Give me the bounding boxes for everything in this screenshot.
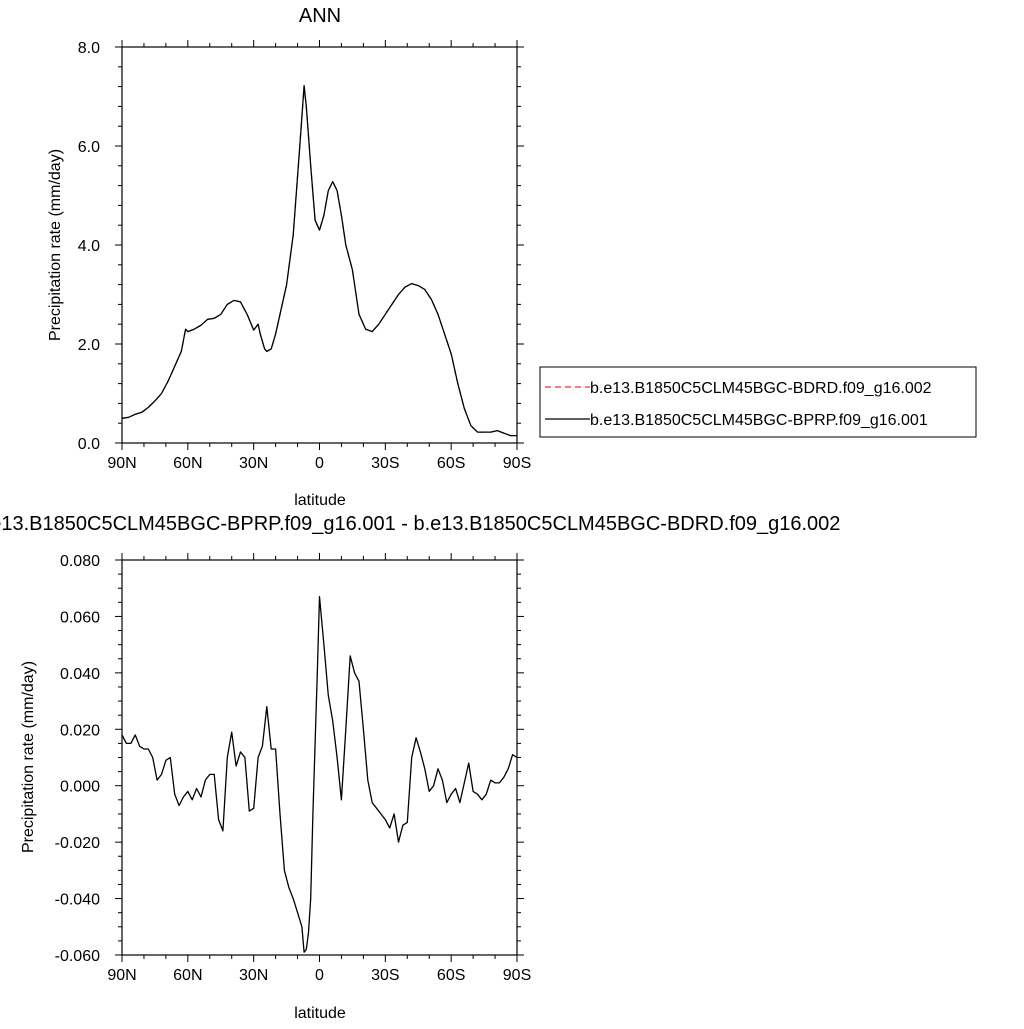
- x-tick-label: 30N: [239, 455, 268, 472]
- y-tick-label: 0.0: [78, 436, 100, 453]
- x-tick-label: 0: [315, 967, 324, 984]
- chart2-xlabel: latitude: [294, 1005, 346, 1022]
- y-tick-label: 0.040: [60, 666, 100, 683]
- series-line-b-e13-b1850c5clm45bgc-bprp-f09-g16-001: [121, 84, 517, 437]
- chart1-title: ANN: [299, 5, 341, 27]
- x-tick-label: 30S: [371, 967, 399, 984]
- x-tick-label: 30S: [371, 455, 399, 472]
- chart1-ticks: 90N 60N 30N 0 30S 60S 90S 0.0 2.0 4.0 6.0 8.0: [78, 40, 531, 472]
- chart1-legend: b.e13.B1850C5CLM45BGC-BDRD.f09_g16.002 b…: [539, 366, 977, 438]
- y-tick-label: -0.020: [55, 835, 100, 852]
- legend-label-bprp: b.e13.B1850C5CLM45BGC-BPRP.f09_g16.001: [590, 412, 928, 429]
- chart2-ylabel: Precipitation rate (mm/day): [20, 661, 37, 853]
- x-tick-label: 60S: [437, 455, 465, 472]
- chart2-title: b.e13.B1850C5CLM45BGC-BPRP.f09_g16.001 -…: [0, 513, 840, 535]
- x-tick-label: 30N: [239, 967, 268, 984]
- x-tick-label: 90N: [107, 455, 136, 472]
- chart1-series-group: [121, 84, 517, 437]
- chart1-ylabel: Precipitation rate (mm/day): [47, 149, 64, 341]
- chart2-plot-frame: [121, 559, 518, 956]
- y-tick-label: 4.0: [78, 238, 100, 255]
- chart2-ticks: 90N 60N 30N 0 30S 60S 90S -0.060 -0.040 -0.020 0.0…: [55, 553, 531, 984]
- y-tick-label: 0.060: [60, 609, 100, 626]
- x-tick-label: 90S: [503, 967, 531, 984]
- legend-label-bdrd: b.e13.B1850C5CLM45BGC-BDRD.f09_g16.002: [590, 380, 932, 397]
- y-tick-label: 8.0: [78, 40, 100, 57]
- y-tick-label: 6.0: [78, 139, 100, 156]
- x-tick-label: 60S: [437, 967, 465, 984]
- chart2-series-group: [121, 596, 518, 953]
- panel-difference: b.e13.B1850C5CLM45BGC-BPRP.f09_g16.001 -…: [0, 513, 840, 1022]
- panel-annual-precip: ANN 90N 60N 30N 0 30S 60S 90S 0.0 2.0 4.0 6.0 8.0 P…: [47, 5, 977, 509]
- series-line-difference: [121, 596, 518, 953]
- x-tick-label: 60N: [173, 967, 202, 984]
- y-tick-label: 0.020: [60, 722, 100, 739]
- y-tick-label: -0.040: [55, 892, 100, 909]
- x-tick-label: 60N: [173, 455, 202, 472]
- chart1-xlabel: latitude: [294, 492, 346, 509]
- x-tick-label: 90N: [107, 967, 136, 984]
- x-tick-label: 90S: [503, 455, 531, 472]
- y-tick-label: 2.0: [78, 337, 100, 354]
- legend-box: [539, 366, 977, 438]
- y-tick-label: -0.060: [55, 948, 100, 965]
- x-tick-label: 0: [315, 455, 324, 472]
- y-tick-label: 0.000: [60, 779, 100, 796]
- y-tick-label: 0.080: [60, 553, 100, 570]
